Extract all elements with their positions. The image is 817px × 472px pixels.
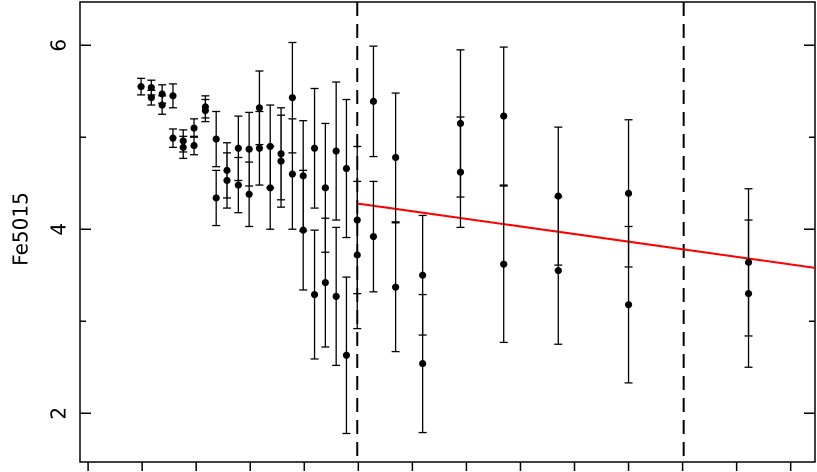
point [234, 144, 242, 152]
y-tick-label: 2 [47, 407, 71, 420]
point [744, 290, 753, 298]
point [321, 279, 329, 287]
y-axis-label: Fe5015 [9, 192, 33, 266]
point [137, 83, 145, 91]
plot-frame [79, 1, 816, 463]
point [392, 153, 400, 162]
point [212, 194, 220, 202]
y-tick-label: 4 [47, 223, 71, 236]
point [369, 233, 378, 241]
point [179, 143, 187, 151]
point [369, 97, 378, 105]
point [500, 260, 508, 268]
point [288, 170, 296, 178]
point [310, 144, 319, 152]
point [299, 226, 307, 234]
fit-line [357, 202, 816, 269]
point [321, 184, 329, 192]
point [310, 290, 319, 299]
point [147, 83, 155, 92]
point [234, 181, 242, 189]
y-tick-label: 6 [47, 39, 71, 52]
point [332, 292, 340, 300]
point [342, 164, 351, 173]
point [169, 134, 177, 142]
point [212, 135, 220, 143]
point [245, 145, 253, 153]
point [554, 192, 562, 200]
point [456, 168, 465, 176]
point [245, 190, 253, 198]
point [500, 112, 508, 120]
point [353, 251, 361, 259]
point [190, 124, 198, 132]
point [169, 92, 177, 100]
point [201, 106, 209, 115]
point [255, 144, 264, 152]
point [190, 141, 198, 150]
point [624, 189, 633, 197]
point [277, 157, 285, 165]
point [342, 351, 351, 359]
point [223, 176, 231, 185]
point [255, 104, 264, 112]
point [554, 267, 562, 275]
point [419, 359, 427, 368]
point [624, 301, 633, 309]
point [392, 283, 400, 291]
point [147, 94, 155, 102]
point [266, 184, 274, 192]
point [419, 271, 427, 279]
point [158, 101, 166, 109]
point [288, 94, 296, 102]
point [332, 147, 340, 155]
